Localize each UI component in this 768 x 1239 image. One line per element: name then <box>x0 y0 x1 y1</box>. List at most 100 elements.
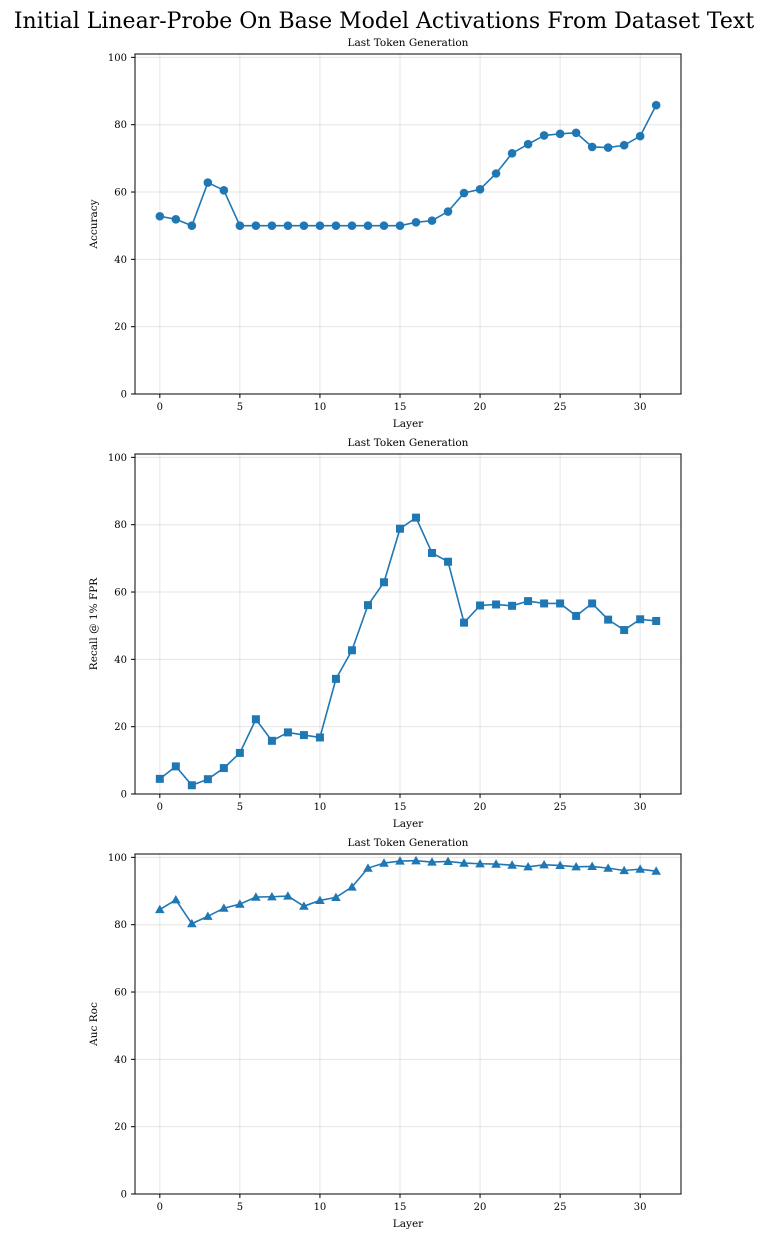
x-axis-label: Layer <box>393 818 424 830</box>
data-point <box>412 513 421 522</box>
series-line <box>159 516 657 787</box>
data-point <box>379 578 388 587</box>
subplot-title: Last Token Generation <box>348 437 469 449</box>
data-point <box>347 646 356 655</box>
data-point <box>315 221 325 230</box>
data-point <box>235 221 245 230</box>
data-point <box>604 615 613 624</box>
y-tick-label: 0 <box>121 1190 127 1201</box>
subplot-title: Last Token Generation <box>348 837 469 849</box>
data-point <box>267 221 277 230</box>
data-point <box>347 221 357 230</box>
x-tick-label: 30 <box>634 402 647 413</box>
y-tick-label: 80 <box>114 920 127 931</box>
data-point <box>283 728 292 737</box>
data-point <box>651 100 661 110</box>
data-point <box>476 601 485 610</box>
data-point <box>379 858 389 867</box>
x-tick-label: 5 <box>237 1202 243 1213</box>
data-point <box>619 865 629 875</box>
x-tick-label: 15 <box>394 802 407 813</box>
x-tick-label: 30 <box>634 1202 647 1213</box>
data-point <box>251 715 260 724</box>
data-point <box>299 221 309 230</box>
data-point <box>540 599 549 608</box>
data-point <box>428 548 437 557</box>
plot-frame <box>134 853 682 1195</box>
data-point <box>491 169 501 178</box>
data-point <box>444 557 453 566</box>
data-point <box>155 774 164 783</box>
x-tick-label: 0 <box>157 1202 163 1213</box>
data-point <box>203 911 213 920</box>
data-point <box>651 866 661 875</box>
data-point <box>475 185 485 194</box>
data-point <box>475 858 485 868</box>
figure-title: Initial Linear-Probe On Base Model Activ… <box>14 9 755 34</box>
data-point <box>171 214 181 224</box>
data-point <box>171 762 180 771</box>
data-point <box>363 863 373 872</box>
x-axis-label: Layer <box>393 1218 424 1230</box>
data-point <box>539 131 549 140</box>
x-tick-label: 15 <box>394 402 407 413</box>
data-point <box>331 674 340 683</box>
data-point <box>187 918 197 928</box>
x-tick-label: 10 <box>314 1202 327 1213</box>
data-point <box>588 599 597 608</box>
data-point <box>411 218 421 227</box>
data-point <box>539 859 549 869</box>
y-tick-label: 20 <box>114 322 127 333</box>
x-tick-label: 25 <box>554 1202 567 1213</box>
x-tick-label: 10 <box>314 402 327 413</box>
data-point <box>555 129 565 139</box>
y-axis-label: Auc Roc <box>88 1002 100 1047</box>
data-point <box>331 892 341 902</box>
data-point <box>347 882 357 891</box>
data-point <box>443 856 453 866</box>
plot-frame <box>134 453 682 795</box>
data-point <box>411 855 421 865</box>
y-tick-label: 40 <box>114 1055 127 1066</box>
data-point <box>635 131 645 141</box>
data-point <box>556 599 565 608</box>
data-point <box>219 764 228 773</box>
data-point <box>507 860 517 869</box>
data-point <box>571 861 581 871</box>
data-point <box>155 904 165 914</box>
data-point <box>524 597 533 606</box>
data-point <box>187 221 197 230</box>
data-point <box>587 861 597 871</box>
data-point <box>395 856 405 865</box>
data-point <box>603 863 613 872</box>
data-point <box>363 221 373 230</box>
x-tick-label: 20 <box>474 1202 487 1213</box>
data-point <box>572 611 581 620</box>
data-point <box>299 731 308 740</box>
data-point <box>235 748 244 757</box>
x-tick-label: 15 <box>394 1202 407 1213</box>
y-tick-label: 20 <box>114 722 127 733</box>
series-line <box>159 859 657 925</box>
data-point <box>331 221 341 230</box>
data-point <box>235 899 245 908</box>
y-tick-label: 80 <box>114 520 127 531</box>
data-point <box>315 895 325 905</box>
y-tick-label: 20 <box>114 1122 127 1133</box>
data-point <box>523 139 533 149</box>
y-axis-label: Accuracy <box>88 199 100 249</box>
data-point <box>635 864 645 873</box>
data-point <box>459 858 469 867</box>
data-point <box>219 186 229 195</box>
data-point <box>187 781 196 790</box>
data-point <box>523 861 533 871</box>
data-point <box>620 626 629 635</box>
y-tick-label: 60 <box>114 988 127 999</box>
series-line <box>159 104 657 227</box>
data-point <box>283 891 293 900</box>
y-tick-label: 0 <box>121 390 127 401</box>
x-tick-label: 5 <box>237 402 243 413</box>
x-tick-label: 0 <box>157 402 163 413</box>
y-tick-label: 40 <box>114 255 127 266</box>
data-point <box>571 128 581 138</box>
